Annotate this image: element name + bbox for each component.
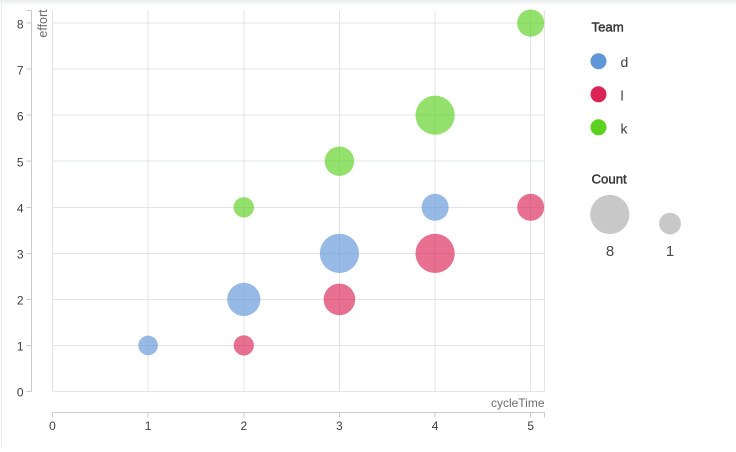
svg-text:1: 1 (145, 419, 152, 433)
svg-text:3: 3 (17, 248, 24, 262)
svg-text:effort: effort (36, 9, 50, 38)
svg-text:1: 1 (17, 340, 24, 354)
svg-text:0: 0 (17, 386, 24, 400)
svg-text:0: 0 (49, 419, 56, 433)
svg-text:5: 5 (17, 155, 24, 169)
svg-text:2: 2 (17, 294, 24, 308)
svg-text:Team: Team (592, 20, 624, 35)
svg-text:1: 1 (666, 243, 674, 260)
svg-text:k: k (621, 120, 629, 136)
svg-text:3: 3 (336, 419, 343, 433)
svg-text:l: l (621, 87, 624, 103)
svg-text:2: 2 (240, 419, 247, 433)
svg-text:5: 5 (527, 419, 534, 433)
svg-text:6: 6 (17, 109, 24, 123)
svg-text:4: 4 (17, 202, 24, 216)
svg-text:7: 7 (17, 63, 24, 77)
svg-text:8: 8 (606, 243, 614, 260)
svg-text:d: d (621, 54, 629, 70)
svg-text:8: 8 (17, 17, 24, 31)
svg-text:cycleTime: cycleTime (491, 396, 545, 410)
svg-text:4: 4 (432, 419, 439, 433)
svg-text:Count: Count (592, 172, 628, 187)
